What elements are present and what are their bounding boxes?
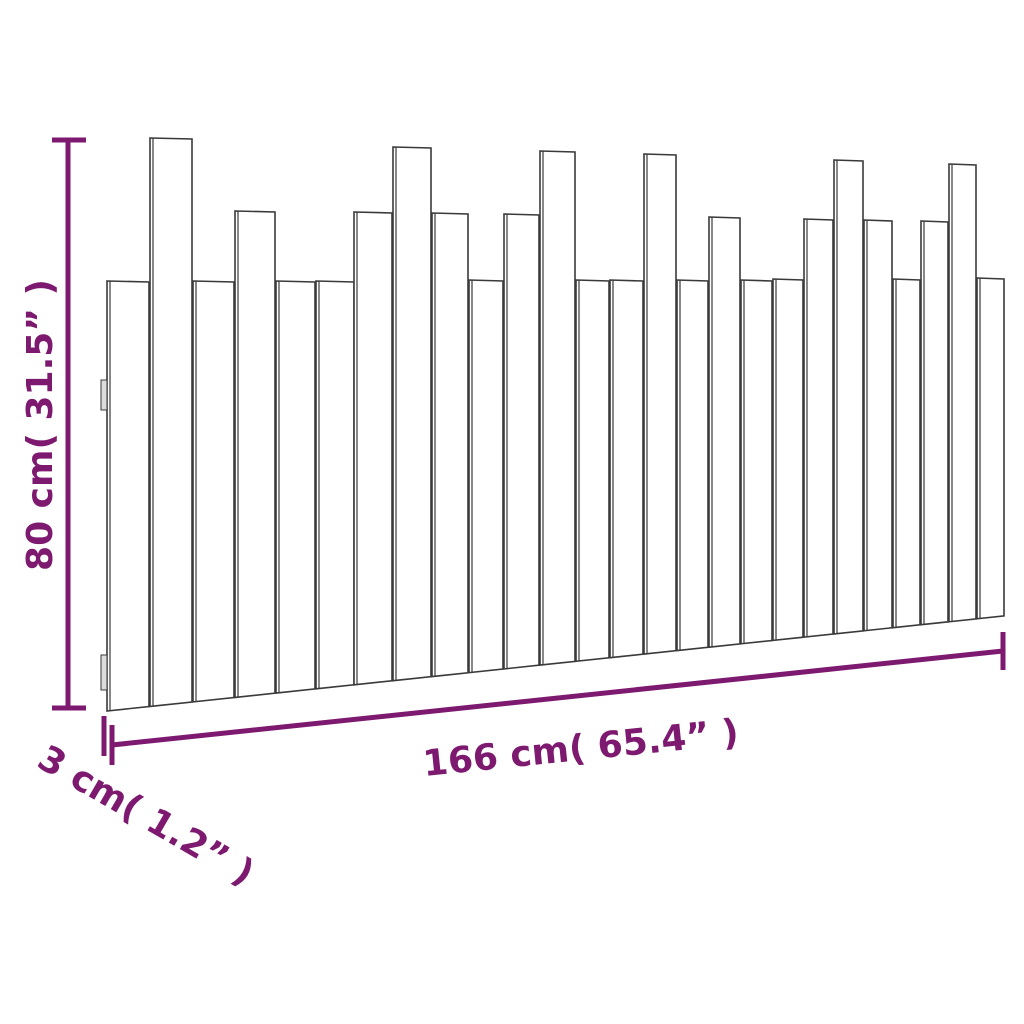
- slat: [609, 279, 644, 659]
- headboard-slats: [100, 137, 1005, 712]
- depth-label: 3 cm( 1.2” ): [31, 738, 261, 894]
- slat: [234, 210, 276, 699]
- slat: [149, 137, 193, 708]
- slat: [643, 153, 677, 655]
- slat: [708, 216, 741, 649]
- slat: [676, 279, 709, 652]
- slat: [892, 278, 921, 629]
- slat: [315, 280, 355, 690]
- slat: [106, 280, 150, 712]
- height-dimension-line: [52, 137, 86, 711]
- width-label: 166 cm( 65.4” ): [421, 712, 741, 785]
- mounting-bracket: [100, 654, 108, 691]
- slat: [863, 219, 893, 632]
- slat: [803, 218, 834, 639]
- slat: [503, 213, 540, 670]
- slat: [275, 280, 316, 694]
- mounting-bracket: [100, 379, 108, 411]
- slat: [920, 220, 949, 626]
- slat: [976, 277, 1005, 620]
- slat: [833, 159, 864, 635]
- slat: [468, 279, 504, 674]
- slat: [353, 211, 393, 686]
- dimension-lines: [52, 137, 1006, 765]
- slat: [192, 280, 235, 703]
- slat: [431, 212, 469, 678]
- width-dimension-line: [109, 632, 1006, 765]
- slat: [392, 146, 432, 682]
- height-label: 80 cm( 31.5” ): [20, 279, 61, 571]
- slat: [948, 163, 977, 623]
- slat: [740, 279, 773, 645]
- slat: [772, 278, 804, 642]
- slat: [539, 150, 576, 666]
- slat: [575, 279, 610, 663]
